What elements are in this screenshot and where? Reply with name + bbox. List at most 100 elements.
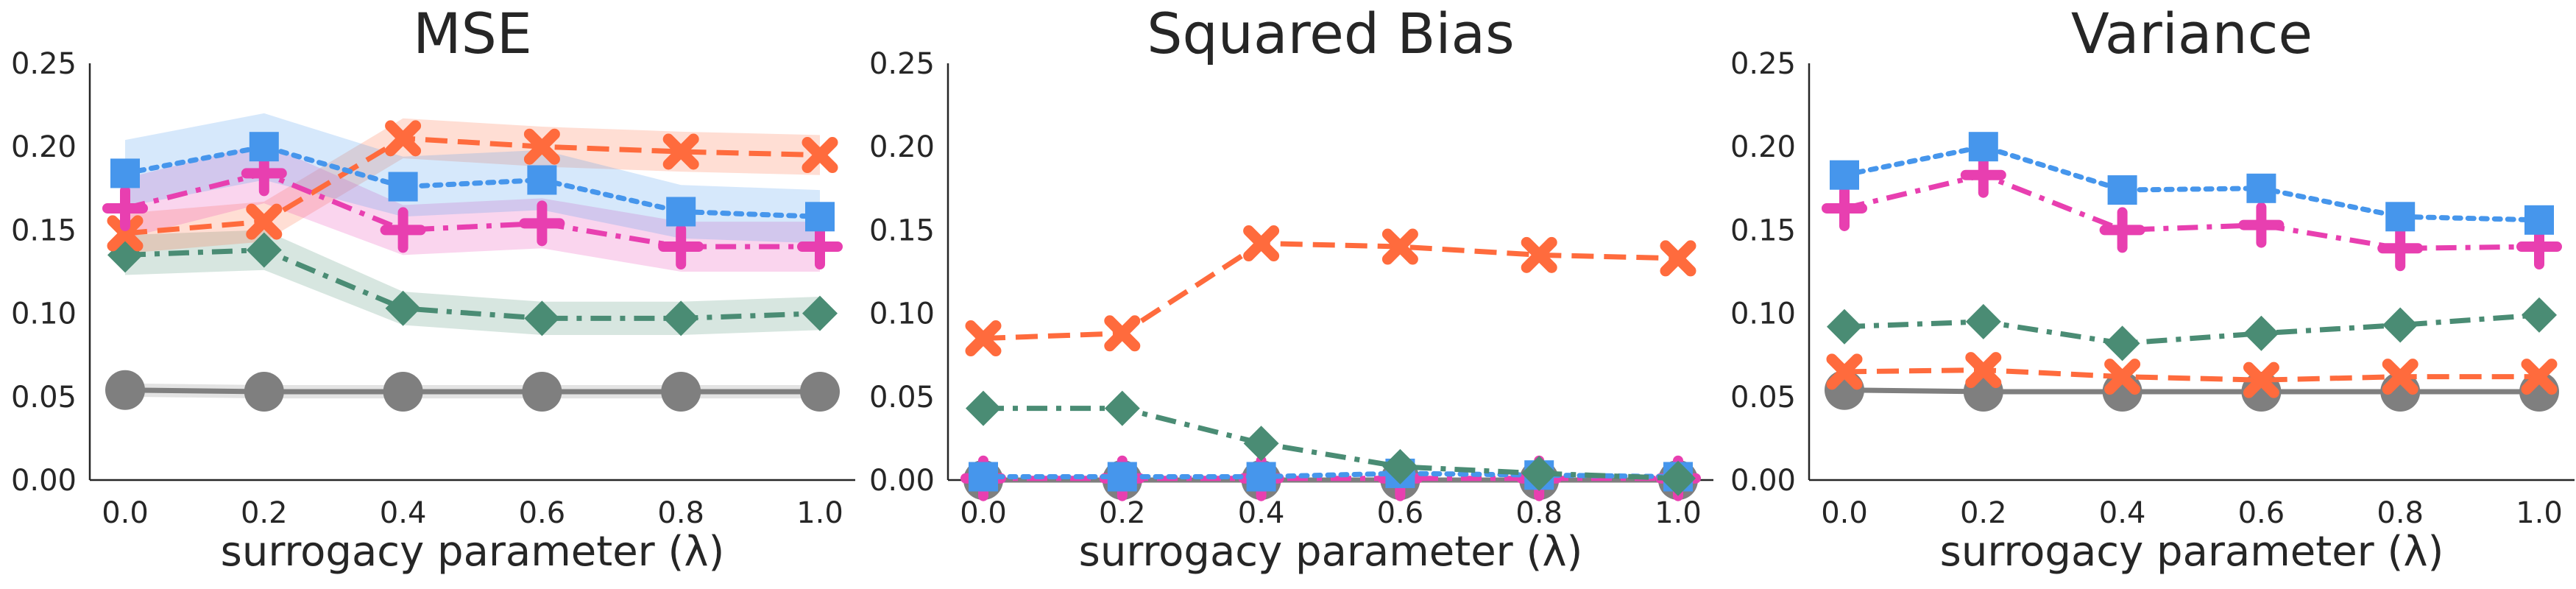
data-point	[2107, 175, 2137, 205]
confidence-band	[125, 230, 820, 336]
data-point	[246, 203, 283, 240]
x-tick-label: 0.2	[241, 496, 288, 530]
x-tick-label: 0.0	[960, 496, 1007, 530]
panel-2: 0.00 0.05 0.10 0.15 0.20 0.25 0.0 0.2 0.4 0.6 0.8 1…	[869, 1, 1713, 576]
data-point	[1960, 152, 2006, 198]
data-point	[1382, 448, 1418, 484]
y-tick-label: 0.00	[11, 464, 77, 498]
data-point	[666, 197, 696, 227]
series-line	[124, 135, 821, 236]
y-tick-label: 0.20	[11, 130, 77, 164]
data-point	[1243, 426, 1279, 462]
series-line	[983, 240, 1679, 342]
series-line	[983, 406, 1679, 482]
panel-title: Squared Bias	[1147, 1, 1514, 66]
data-point	[1965, 352, 2002, 389]
data-point	[1104, 390, 1140, 426]
data-point	[2385, 202, 2416, 232]
data-point	[2516, 224, 2562, 270]
data-point	[1660, 460, 1696, 496]
data-point	[1107, 462, 1137, 492]
x-tick-label: 0.6	[2238, 496, 2285, 530]
data-point	[241, 150, 287, 197]
data-point	[965, 320, 1002, 357]
data-point	[658, 224, 704, 270]
data-point	[2524, 205, 2554, 235]
panel-3: 0.00 0.05 0.10 0.15 0.20 0.25 0.0 0.2 0.4 0.6 0.8 1…	[1730, 1, 2575, 576]
panel-1: 0.00 0.05 0.10 0.15 0.20 0.25 0.0 0.2 0.4 0.6 0.8 1…	[11, 1, 855, 576]
data-point	[519, 200, 565, 247]
x-tick-label: 0.2	[1099, 496, 1146, 530]
data-point	[1521, 455, 1557, 491]
data-point	[2104, 325, 2140, 361]
data-point	[249, 132, 279, 162]
data-point	[662, 133, 699, 170]
data-point	[2382, 359, 2418, 395]
data-point	[244, 372, 284, 412]
x-tick-label: 0.8	[2377, 496, 2424, 530]
x-tick-label: 0.4	[1238, 496, 1285, 530]
x-tick-label: 0.6	[1377, 496, 1424, 530]
data-point	[969, 462, 998, 492]
data-point	[524, 300, 560, 336]
data-point	[107, 215, 144, 252]
data-point	[105, 370, 145, 410]
x-axis-label: surrogacy parameter (λ)	[221, 528, 725, 576]
data-point	[1381, 228, 1418, 265]
data-point	[246, 232, 282, 268]
series-line	[1844, 312, 2540, 346]
y-tick-label: 0.15	[11, 214, 77, 247]
series-line	[980, 470, 1681, 479]
y-tick-label: 0.10	[1730, 297, 1796, 331]
x-tick-label: 0.2	[1960, 496, 2007, 530]
x-tick-label: 0.0	[1821, 496, 1868, 530]
series-line	[1844, 387, 2539, 395]
data-point	[1830, 160, 1859, 190]
data-point	[1660, 240, 1696, 277]
data-point	[2377, 225, 2424, 272]
data-point	[102, 185, 148, 231]
data-point	[385, 290, 421, 326]
y-tick-label: 0.15	[869, 214, 935, 247]
data-point	[522, 372, 562, 412]
data-point	[2243, 361, 2279, 398]
x-axis-label: surrogacy parameter (λ)	[1079, 528, 1583, 576]
x-tick-label: 0.8	[657, 496, 704, 530]
data-point	[802, 295, 838, 331]
y-tick-label: 0.05	[1730, 381, 1796, 415]
data-point	[1965, 303, 2001, 339]
x-tick-label: 0.4	[2099, 496, 2146, 530]
panel-title: Variance	[2071, 1, 2313, 66]
series-line	[124, 387, 820, 395]
panel-title: MSE	[413, 1, 532, 66]
data-point	[2382, 307, 2418, 343]
series-line	[1841, 144, 2542, 223]
y-tick-label: 0.05	[869, 381, 935, 415]
series-line	[1844, 367, 2539, 383]
data-point	[523, 128, 560, 165]
data-point	[380, 207, 426, 253]
data-point	[2246, 173, 2276, 203]
series-line	[122, 144, 823, 219]
data-point	[1521, 236, 1557, 273]
data-point	[663, 300, 699, 336]
data-point	[2104, 359, 2141, 395]
y-tick-label: 0.10	[869, 297, 935, 331]
data-point	[110, 158, 140, 188]
y-tick-label: 0.00	[869, 464, 935, 498]
x-tick-label: 0.4	[380, 496, 427, 530]
data-point	[2243, 315, 2279, 351]
series-line	[124, 247, 821, 321]
y-tick-label: 0.20	[1730, 130, 1796, 164]
x-axis-label: surrogacy parameter (λ)	[1940, 528, 2444, 576]
data-point	[1246, 462, 1276, 492]
data-point	[383, 372, 423, 412]
x-tick-label: 0.6	[519, 496, 566, 530]
data-point	[2238, 202, 2285, 248]
x-tick-label: 1.0	[1655, 496, 1702, 530]
data-point	[385, 120, 422, 157]
y-tick-label: 0.15	[1730, 214, 1796, 247]
data-point	[1826, 353, 1863, 390]
y-tick-label: 0.25	[1730, 47, 1796, 81]
